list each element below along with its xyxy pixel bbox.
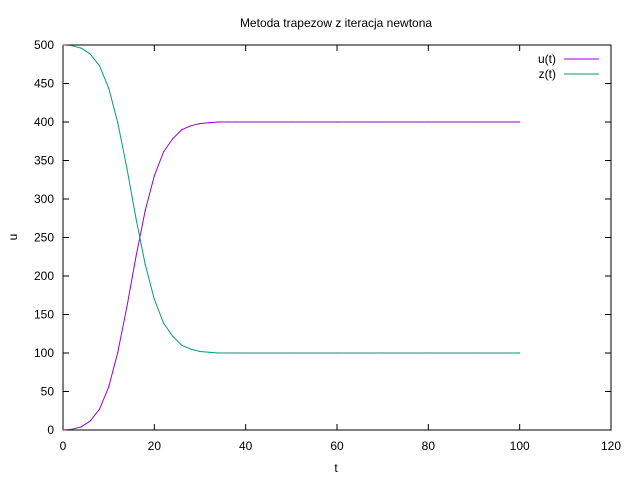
data-point [473, 352, 475, 354]
data-point [427, 121, 429, 123]
data-point [199, 122, 201, 125]
data-point [190, 348, 192, 350]
x-tick-label: 100 [510, 439, 530, 453]
x-tick-label: 20 [148, 439, 162, 453]
chart-title: Metoda trapezow z iteracja newtona [240, 16, 432, 30]
y-tick-label: 150 [34, 308, 54, 322]
legend-label: u(t) [538, 52, 556, 66]
x-tick-label: 120 [601, 439, 621, 453]
data-point [235, 352, 238, 354]
data-point [108, 386, 110, 388]
plot-frame [62, 44, 612, 431]
data-point [208, 122, 210, 124]
data-point [226, 121, 228, 123]
data-point [162, 151, 165, 153]
data-point [226, 352, 228, 354]
data-point [245, 121, 247, 123]
data-point [71, 428, 73, 430]
data-point [144, 263, 146, 266]
data-point [290, 121, 292, 123]
y-tick-label: 500 [34, 38, 54, 52]
axis-ticks: 0 20 40 60 80 100 120 0 50 100 150 200 250 300 350 400 4… [34, 38, 621, 453]
data-point [89, 53, 91, 55]
data-point [117, 122, 119, 124]
y-axis-label: u [6, 234, 20, 241]
data-point [208, 351, 210, 353]
data-point [172, 335, 174, 337]
data-point [98, 408, 101, 410]
y-tick-label: 400 [34, 115, 54, 129]
data-point [153, 298, 155, 300]
y-tick-label: 200 [34, 269, 54, 283]
series-1 [62, 44, 521, 354]
legend-label: z(t) [539, 67, 556, 81]
x-tick-label: 80 [422, 439, 436, 453]
x-tick-label: 60 [330, 439, 344, 453]
series-0 [62, 121, 521, 431]
y-tick-label: 300 [34, 192, 54, 206]
data-point [162, 322, 165, 324]
legend: u(t)z(t) [538, 52, 599, 81]
data-point [62, 429, 64, 431]
data-point [181, 344, 183, 346]
data-point [80, 47, 82, 49]
data-point [89, 420, 91, 422]
x-tick-label: 0 [60, 439, 67, 453]
legend-item: z(t) [539, 67, 599, 81]
legend-item: u(t) [538, 52, 599, 66]
data-point [199, 350, 201, 353]
data-point [80, 426, 82, 428]
data-point [172, 138, 174, 140]
data-point [473, 121, 475, 123]
series-layer [62, 44, 521, 431]
data-point [217, 352, 219, 354]
data-point [98, 65, 101, 67]
y-tick-label: 50 [41, 385, 55, 399]
data-point [126, 167, 128, 169]
series-line [62, 121, 520, 431]
y-tick-label: 0 [47, 423, 54, 437]
data-point [245, 352, 247, 354]
series-line [62, 44, 520, 354]
data-point [190, 125, 192, 127]
data-point [135, 218, 137, 220]
x-tick-label: 40 [239, 439, 253, 453]
x-axis-label: t [334, 461, 338, 475]
data-point [108, 87, 110, 89]
y-tick-label: 350 [34, 154, 54, 168]
data-point [519, 352, 521, 354]
data-point [153, 175, 155, 177]
data-point [217, 121, 219, 123]
data-point [62, 44, 64, 46]
data-point [235, 121, 238, 123]
data-point [144, 209, 146, 212]
data-point [290, 352, 292, 354]
y-tick-label: 250 [34, 231, 54, 245]
data-point [71, 45, 73, 47]
data-point [336, 121, 338, 123]
data-point [135, 255, 137, 257]
data-point [336, 352, 338, 354]
data-point [117, 351, 119, 353]
data-point [181, 129, 183, 131]
data-point [382, 352, 384, 354]
data-point [519, 121, 521, 123]
y-tick-label: 450 [34, 77, 54, 91]
data-point [126, 306, 128, 308]
data-point [382, 121, 384, 123]
data-point [427, 352, 429, 354]
y-tick-label: 100 [34, 346, 54, 360]
